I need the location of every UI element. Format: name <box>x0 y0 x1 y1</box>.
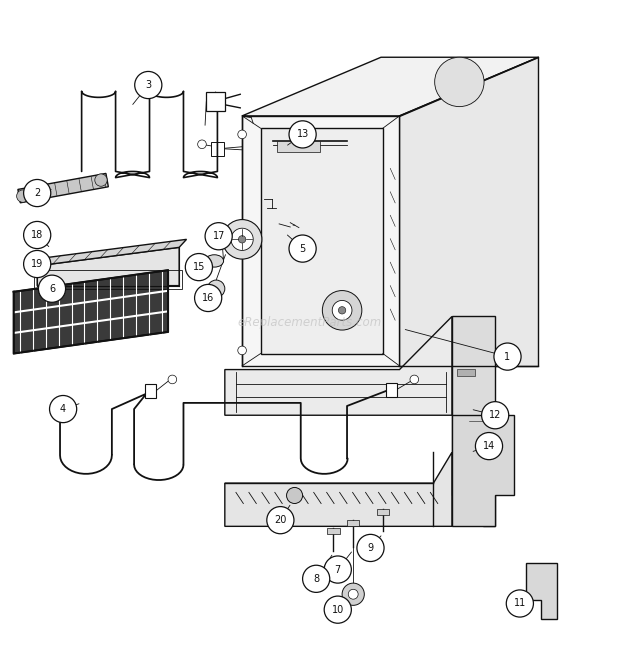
Polygon shape <box>18 174 108 203</box>
Text: 11: 11 <box>514 598 526 608</box>
Polygon shape <box>260 128 383 354</box>
Circle shape <box>38 275 66 302</box>
Bar <box>457 369 476 377</box>
Bar <box>386 383 397 397</box>
Circle shape <box>507 590 533 617</box>
Circle shape <box>339 307 346 314</box>
Circle shape <box>332 300 352 320</box>
Circle shape <box>195 284 222 312</box>
Circle shape <box>435 57 484 107</box>
Circle shape <box>357 535 384 561</box>
Bar <box>347 520 360 527</box>
Circle shape <box>185 253 213 281</box>
Circle shape <box>289 235 316 262</box>
Circle shape <box>17 190 29 202</box>
Bar <box>206 92 225 111</box>
Circle shape <box>24 221 51 249</box>
Text: 17: 17 <box>213 231 225 241</box>
Circle shape <box>410 375 418 384</box>
Circle shape <box>289 121 316 148</box>
Circle shape <box>231 228 253 251</box>
Polygon shape <box>242 57 538 116</box>
Text: 14: 14 <box>483 441 495 451</box>
Text: 6: 6 <box>49 283 55 293</box>
Text: 16: 16 <box>202 293 215 303</box>
Text: 9: 9 <box>368 543 374 553</box>
Circle shape <box>208 280 225 297</box>
Circle shape <box>24 180 51 206</box>
Polygon shape <box>37 247 179 285</box>
Text: 3: 3 <box>145 80 151 90</box>
Polygon shape <box>225 316 452 415</box>
Circle shape <box>238 346 246 354</box>
Polygon shape <box>452 415 514 527</box>
Text: 19: 19 <box>31 259 43 269</box>
Text: 20: 20 <box>274 515 286 525</box>
Circle shape <box>303 565 330 592</box>
Circle shape <box>476 433 503 460</box>
Polygon shape <box>242 116 399 366</box>
Bar <box>211 143 224 156</box>
Circle shape <box>135 72 162 98</box>
Circle shape <box>198 140 206 149</box>
Text: 15: 15 <box>193 262 205 272</box>
Polygon shape <box>526 563 557 619</box>
Circle shape <box>286 488 303 503</box>
Circle shape <box>482 401 509 429</box>
Bar <box>277 141 321 151</box>
Bar <box>377 509 389 515</box>
Bar <box>145 385 156 398</box>
Circle shape <box>95 174 107 186</box>
Circle shape <box>267 507 294 534</box>
Text: eReplacementParts.com: eReplacementParts.com <box>238 316 382 329</box>
Circle shape <box>494 343 521 371</box>
Circle shape <box>324 596 352 623</box>
Text: 12: 12 <box>489 410 502 420</box>
Circle shape <box>322 291 362 330</box>
Circle shape <box>24 251 51 277</box>
Text: 1: 1 <box>505 352 511 362</box>
Polygon shape <box>399 57 538 366</box>
Text: 8: 8 <box>313 574 319 584</box>
Circle shape <box>324 556 352 583</box>
Bar <box>327 527 340 534</box>
Circle shape <box>168 375 177 384</box>
Circle shape <box>342 583 365 605</box>
Text: 7: 7 <box>335 565 341 575</box>
Polygon shape <box>225 452 452 527</box>
Circle shape <box>223 220 262 259</box>
Circle shape <box>205 222 232 250</box>
Circle shape <box>239 236 246 243</box>
Text: 5: 5 <box>299 244 306 253</box>
Circle shape <box>50 395 77 423</box>
Text: 10: 10 <box>332 604 344 614</box>
Text: 2: 2 <box>34 188 40 198</box>
Text: 13: 13 <box>296 129 309 139</box>
Circle shape <box>238 130 246 139</box>
Circle shape <box>348 590 358 599</box>
Polygon shape <box>14 270 168 354</box>
Ellipse shape <box>205 255 224 267</box>
Polygon shape <box>452 316 495 527</box>
Polygon shape <box>37 239 187 266</box>
Text: 18: 18 <box>31 230 43 240</box>
Text: 4: 4 <box>60 404 66 414</box>
